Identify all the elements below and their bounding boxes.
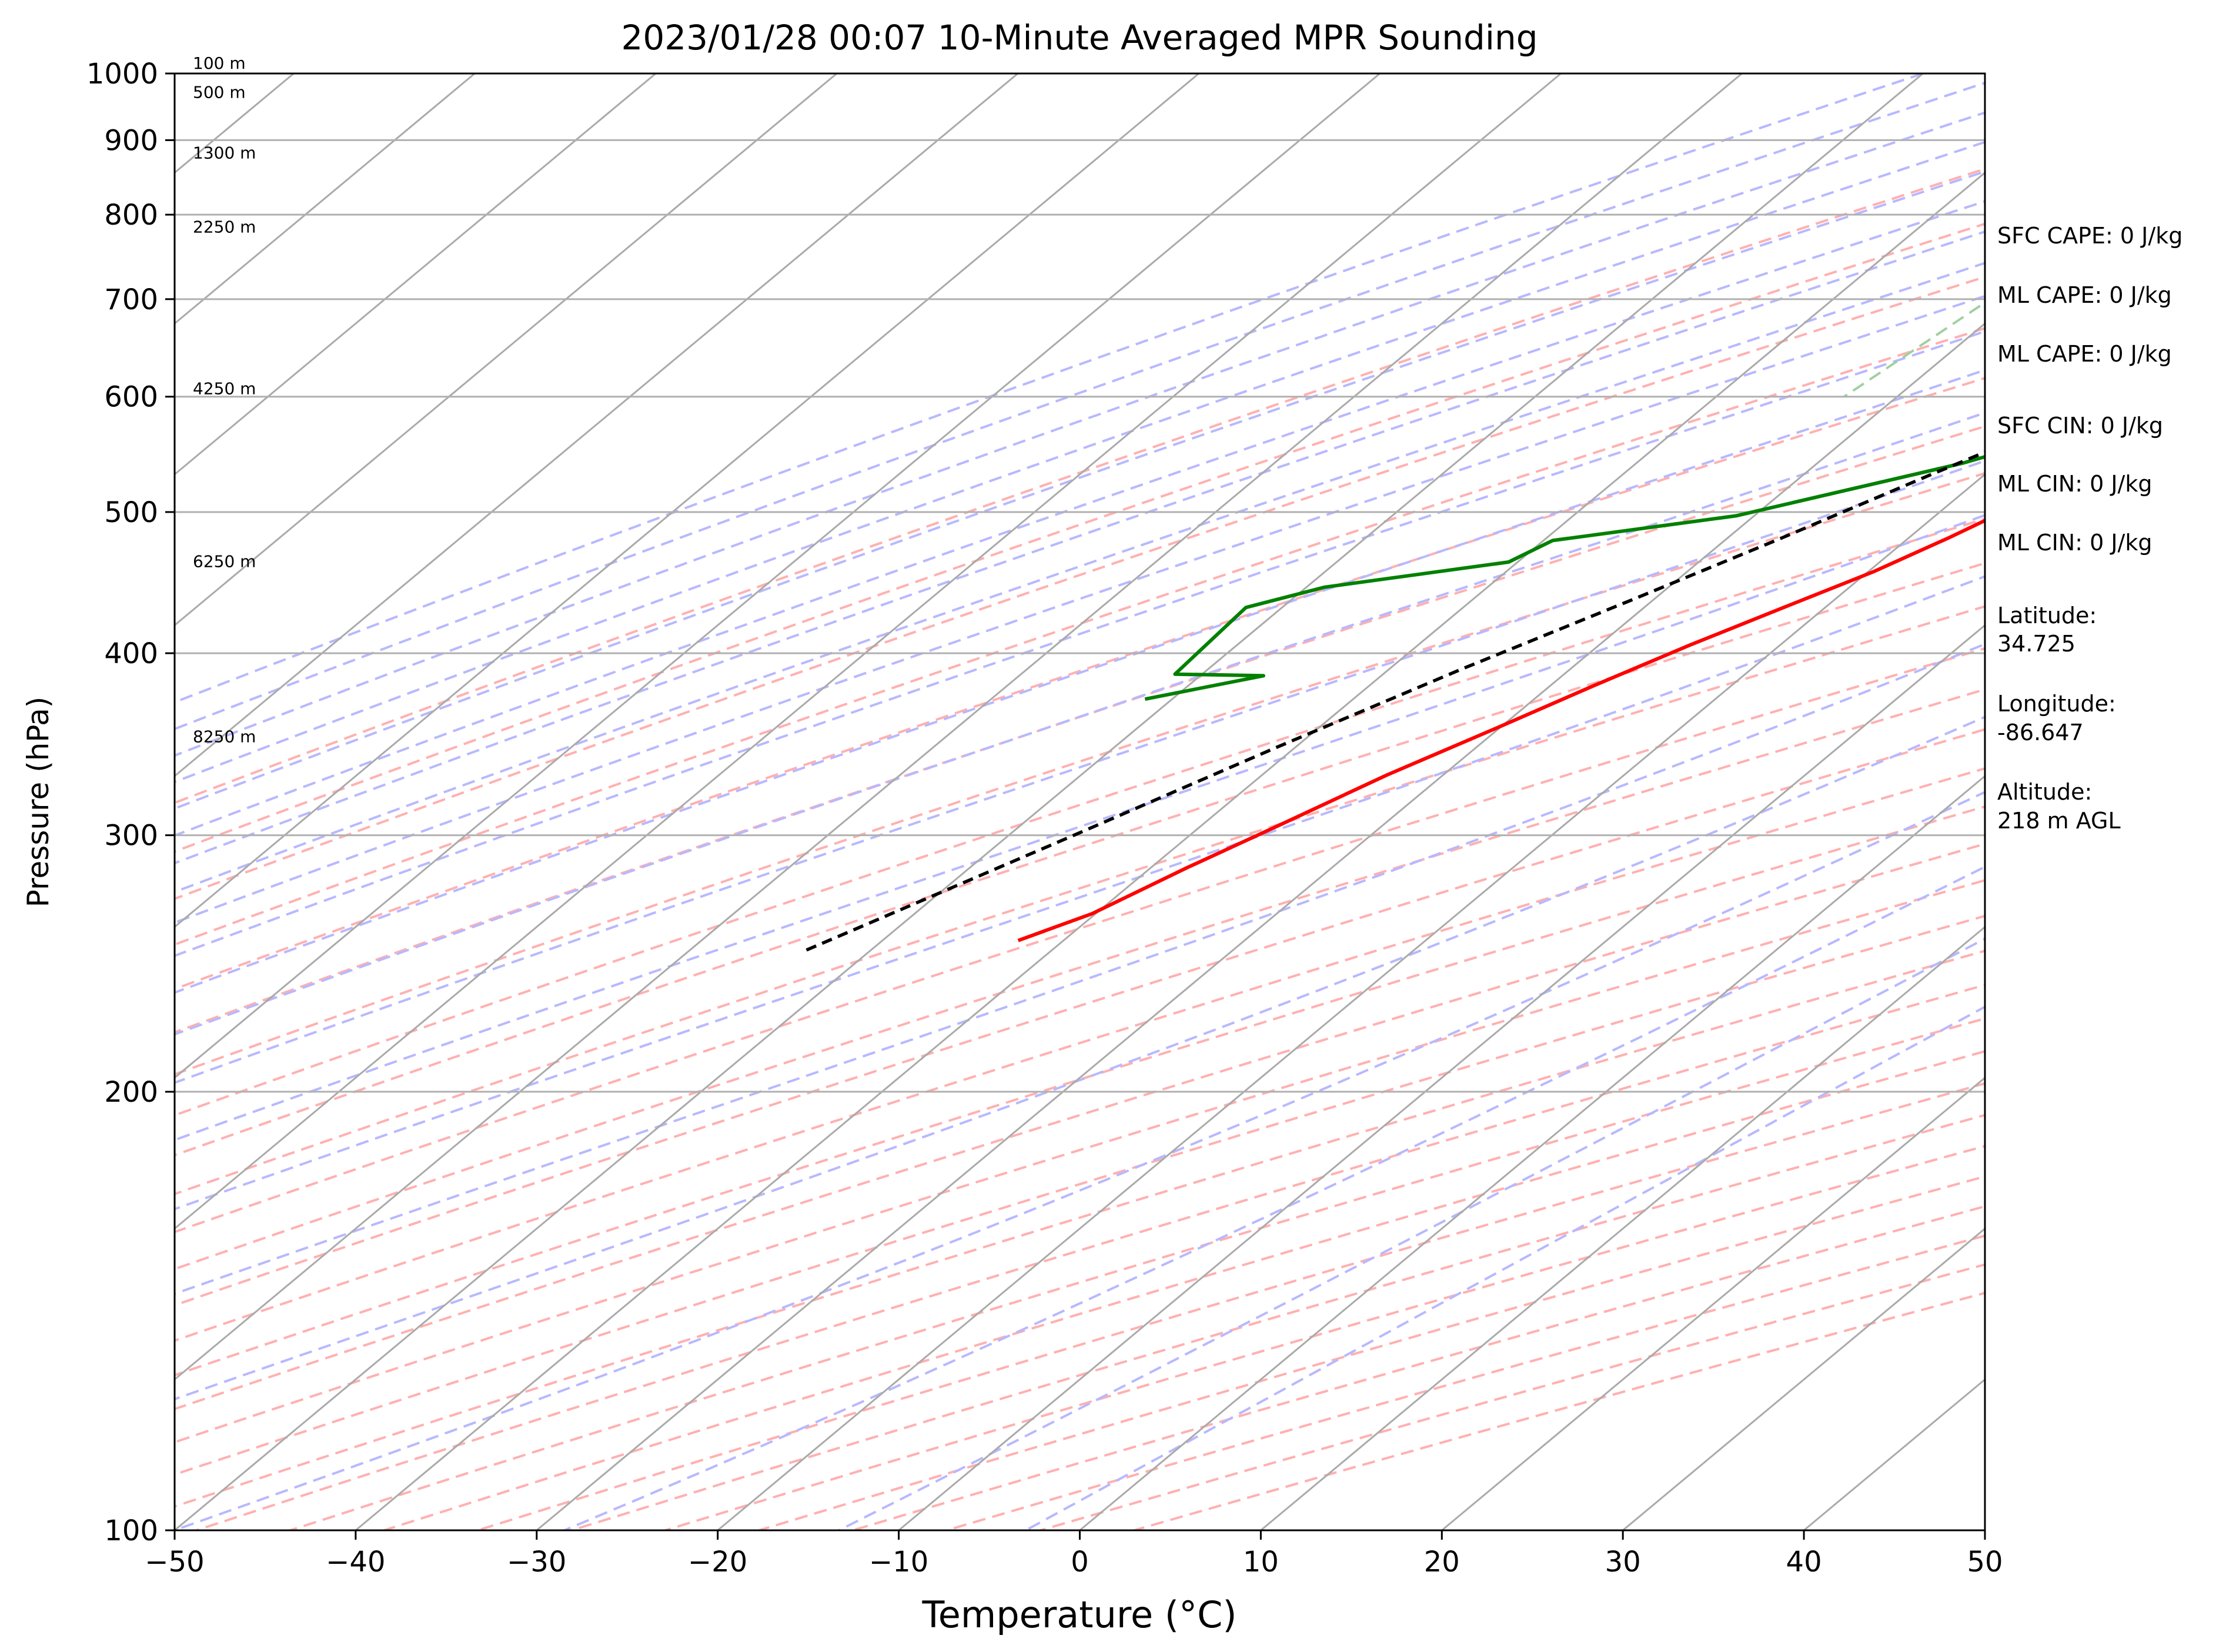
x-tick-label: −50 [145,1546,204,1579]
side-annotations: SFC CAPE: 0 J/kg ML CAPE: 0 J/kg ML CAPE: … [1997,223,2182,834]
side-annotation: Longitude: [1997,691,2116,717]
y-axis: 100 200 300 400 500 600 700 800 900 1000 [86,58,175,1547]
dry-adiabat-line [175,879,1985,1444]
side-annotation: Altitude: [1997,779,2092,805]
y-tick-label: 400 [104,637,158,670]
chart-title: 2023/01/28 00:07 10-Minute Averaged MPR … [621,18,1538,58]
height-label: 500 m [193,83,246,102]
x-tick-label: −20 [688,1546,747,1579]
y-tick-label: 900 [104,124,158,157]
plot-background [175,73,1985,1530]
side-annotation: 218 m AGL [1997,808,2121,834]
dry-adiabat-line [175,275,1985,900]
x-tick-label: −30 [507,1546,566,1579]
parcel-profile-line [804,450,1985,952]
moist-adiabat-line [175,514,1985,1142]
moist-adiabat-line [175,170,1985,810]
height-label: 8250 m [193,727,256,746]
height-label: 100 m [193,53,246,73]
dry-adiabat-line [175,728,1985,1307]
isotherm-line [717,473,1985,1530]
isotherm-line [1441,1076,1985,1530]
moist-adiabat-line [175,141,1985,784]
sounding-series [804,450,1985,952]
y-tick-label: 200 [104,1076,158,1109]
plot-area: 100 m 500 m 1300 m 2250 m 4250 m 6250 m 8250 m [173,53,1986,1531]
isotherm-line [1079,775,1985,1530]
moist-adiabat-line [175,111,1985,757]
pressure-grid [175,73,1985,1530]
mixing-ratio-line [1843,301,1985,398]
isotherm-line [898,624,1985,1530]
x-axis: −50 −40 −30 −20 −10 0 10 20 30 40 50 [145,1530,2003,1579]
height-label: 2250 m [193,218,256,237]
isotherm-line [175,73,476,325]
temperature-profile-line [1017,519,1985,942]
dry-adiabat-line [175,605,1985,1196]
moist-adiabat-line [175,230,1985,865]
x-tick-label: 40 [1786,1546,1822,1579]
y-tick-label: 100 [104,1514,158,1547]
moist-adiabat-line [564,865,1985,1530]
background-lines [175,73,1985,1530]
dry-adiabat-line [175,168,1985,804]
isotherm-line [175,73,1924,1530]
moist-adiabat-line [175,412,1985,1036]
y-tick-label: 600 [104,381,158,414]
moist-adiabat-line [175,262,1985,894]
isotherm-line [1622,1227,1985,1530]
isotherm-line [175,73,1743,1381]
side-annotation: ML CIN: 0 J/kg [1997,530,2152,556]
moist-adiabat-line [175,369,1985,994]
isotherm-line [536,322,1985,1530]
x-tick-label: 10 [1243,1546,1279,1579]
y-tick-label: 500 [104,496,158,529]
dewpoint-profile-line [1144,454,1985,701]
x-tick-label: −10 [869,1546,928,1579]
moist-adiabat-line [175,81,1985,731]
isotherm-line [175,73,838,627]
height-label: 4250 m [193,379,256,398]
dry-adiabat-line [175,425,1985,1034]
height-label: 1300 m [193,143,256,162]
y-tick-label: 800 [104,199,158,232]
moist-adiabat-line [175,791,1985,1530]
dry-adiabat-line [175,914,1985,1476]
side-annotation: Latitude: [1997,603,2097,628]
isotherm-line [175,73,657,476]
moist-adiabat-line [175,643,1985,1295]
height-label: 6250 m [193,551,256,571]
y-tick-label: 1000 [86,58,158,91]
y-axis-label: Pressure (hPa) [21,697,55,908]
isotherm-line [355,171,1985,1530]
x-tick-label: 50 [1967,1546,2003,1579]
dry-adiabat-line [175,471,1985,1076]
dry-adiabat-line [175,327,1985,946]
x-tick-label: 20 [1424,1546,1460,1579]
height-labels: 100 m 500 m 1300 m 2250 m 4250 m 6250 m 8250 m [193,53,256,746]
side-annotation: ML CAPE: 0 J/kg [1997,341,2172,367]
side-annotation: SFC CAPE: 0 J/kg [1997,223,2182,249]
dry-adiabat-line [175,688,1985,1270]
isotherm-line [175,73,1019,778]
x-tick-label: 30 [1605,1546,1641,1579]
side-annotation: ML CIN: 0 J/kg [1997,471,2152,497]
x-tick-label: −40 [326,1546,385,1579]
side-annotation: ML CAPE: 0 J/kg [1997,282,2172,308]
moist-adiabat-line [175,715,1985,1400]
isotherm-line [175,73,1562,1230]
side-annotation: 34.725 [1997,631,2075,657]
y-tick-label: 300 [104,820,158,852]
x-axis-label: Temperature (°C) [921,1593,1236,1636]
dry-adiabat-line [175,647,1985,1233]
isotherm-line [175,73,1381,1079]
isotherm-line [175,73,1199,928]
y-tick-label: 700 [104,283,158,316]
dry-adiabat-line [175,377,1985,991]
x-tick-label: 0 [1071,1546,1089,1579]
isotherm-line [1260,925,1985,1530]
side-annotation: SFC CIN: 0 J/kg [1997,413,2163,439]
side-annotation: -86.647 [1997,720,2084,745]
